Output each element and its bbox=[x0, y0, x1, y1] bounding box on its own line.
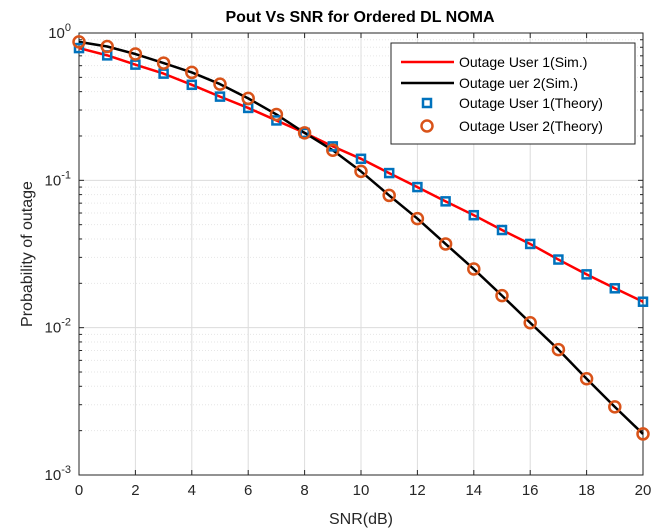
data-point-circle bbox=[269, 107, 284, 122]
data-point-square bbox=[581, 269, 592, 280]
y-axis-label: Probability of outage bbox=[19, 181, 36, 327]
y-axis: 100 10-1 10-2 10-3 bbox=[45, 22, 643, 484]
data-point-square bbox=[73, 42, 85, 54]
series-markers-4 bbox=[72, 35, 650, 441]
y-tick-label: 10-3 bbox=[45, 464, 71, 484]
legend-swatch-user2-theory bbox=[420, 119, 434, 133]
y-tick-label: 10-1 bbox=[45, 169, 71, 189]
chart-title: Pout Vs SNR for Ordered DL NOMA bbox=[225, 9, 495, 26]
data-point-circle bbox=[326, 143, 340, 158]
data-point-circle bbox=[636, 427, 650, 441]
data-point-square bbox=[440, 196, 451, 207]
data-point-circle bbox=[382, 188, 396, 203]
x-tick-label: 20 bbox=[635, 482, 652, 499]
legend: Outage User 1(Sim.) Outage uer 2(Sim.) O… bbox=[390, 42, 636, 145]
data-point-circle bbox=[185, 65, 199, 80]
x-tick-label: 4 bbox=[188, 482, 196, 499]
data-point-circle bbox=[467, 262, 481, 276]
x-tick-label: 18 bbox=[578, 482, 595, 499]
data-point-circle bbox=[213, 77, 227, 91]
x-axis-label: SNR(dB) bbox=[329, 511, 393, 528]
data-point-square bbox=[355, 153, 367, 165]
legend-swatch-user1-theory bbox=[421, 97, 433, 109]
series-1 bbox=[78, 46, 644, 303]
data-point-circle bbox=[128, 47, 143, 61]
legend-label-user2-sim: Outage uer 2(Sim.) bbox=[459, 75, 578, 91]
series-line bbox=[78, 46, 644, 303]
data-point-square bbox=[609, 283, 621, 294]
data-point-circle bbox=[100, 39, 114, 54]
data-point-square bbox=[637, 296, 649, 307]
data-point-square bbox=[412, 181, 423, 193]
data-point-circle bbox=[354, 164, 368, 179]
x-tick-label: 12 bbox=[409, 482, 426, 499]
data-point-circle bbox=[608, 400, 622, 414]
data-point-circle bbox=[495, 288, 509, 303]
data-point-circle bbox=[156, 56, 171, 70]
data-point-circle bbox=[297, 126, 312, 140]
data-point-square bbox=[553, 254, 564, 265]
y-tick-label: 100 bbox=[48, 22, 71, 42]
data-point-square bbox=[214, 91, 226, 102]
data-point-circle bbox=[72, 35, 86, 49]
x-tick-label: 16 bbox=[522, 482, 539, 499]
series-layer bbox=[72, 35, 650, 441]
x-tick-label: 0 bbox=[75, 482, 83, 499]
data-point-square bbox=[524, 238, 536, 250]
data-point-circle bbox=[551, 342, 566, 357]
legend-label-user2-theory: Outage User 2(Theory) bbox=[459, 118, 603, 134]
x-tick-label: 14 bbox=[465, 482, 482, 499]
data-point-square bbox=[468, 209, 480, 221]
data-point-circle bbox=[438, 237, 453, 251]
data-point-circle bbox=[410, 211, 425, 226]
data-point-square bbox=[496, 224, 508, 236]
x-tick-label: 2 bbox=[131, 482, 139, 499]
legend-label-user1-theory: Outage User 1(Theory) bbox=[459, 95, 603, 111]
x-tick-label: 8 bbox=[300, 482, 308, 499]
data-point-circle bbox=[579, 372, 594, 386]
data-point-circle bbox=[241, 91, 255, 106]
x-tick-label: 10 bbox=[353, 482, 370, 499]
data-point-circle bbox=[523, 315, 537, 330]
data-point-square bbox=[271, 115, 282, 126]
y-tick-label: 10-2 bbox=[45, 317, 71, 337]
series-2 bbox=[78, 40, 644, 435]
data-point-square bbox=[299, 127, 310, 139]
x-axis: 0 2 4 6 8 10 12 14 16 18 20 bbox=[75, 33, 652, 499]
x-tick-label: 6 bbox=[244, 482, 252, 499]
data-point-square bbox=[383, 167, 395, 179]
series-line bbox=[78, 40, 644, 435]
legend-label-user1-sim: Outage User 1(Sim.) bbox=[459, 54, 587, 70]
data-point-square bbox=[186, 79, 198, 91]
